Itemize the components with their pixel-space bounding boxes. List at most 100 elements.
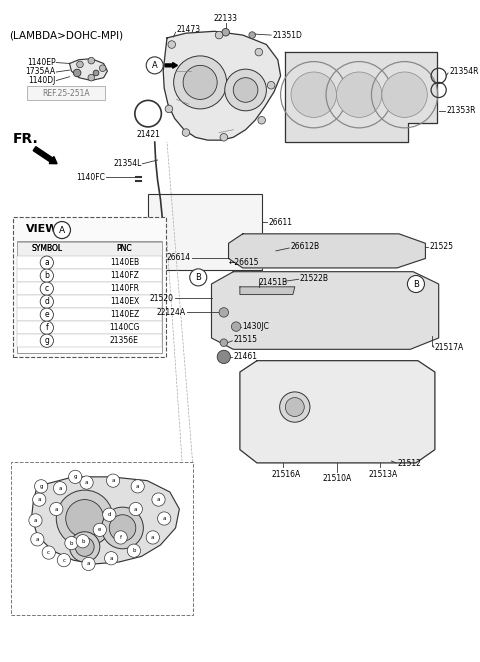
Circle shape xyxy=(174,56,227,109)
Text: 21525: 21525 xyxy=(429,242,453,251)
Circle shape xyxy=(131,480,144,493)
Circle shape xyxy=(75,538,94,556)
Text: g: g xyxy=(73,475,77,479)
Text: 1430JC: 1430JC xyxy=(242,322,269,331)
Text: 21515: 21515 xyxy=(233,336,257,344)
Text: a: a xyxy=(109,556,113,561)
Circle shape xyxy=(190,269,207,286)
Text: 1140EZ: 1140EZ xyxy=(110,310,139,319)
Text: a: a xyxy=(59,486,62,491)
Text: a: a xyxy=(151,535,155,540)
Text: FR.: FR. xyxy=(13,132,38,146)
Circle shape xyxy=(249,32,255,38)
Text: d: d xyxy=(44,297,49,307)
Bar xyxy=(16,295,162,308)
Circle shape xyxy=(76,535,89,548)
Circle shape xyxy=(231,322,241,331)
Text: a: a xyxy=(36,537,39,542)
Circle shape xyxy=(80,476,93,489)
Circle shape xyxy=(109,515,136,542)
Circle shape xyxy=(40,308,53,321)
Circle shape xyxy=(82,557,95,571)
Text: 21520: 21520 xyxy=(150,294,174,303)
Bar xyxy=(16,256,162,269)
Circle shape xyxy=(77,61,83,68)
Polygon shape xyxy=(163,31,281,140)
Circle shape xyxy=(40,295,53,308)
Circle shape xyxy=(35,480,48,493)
Circle shape xyxy=(73,69,81,77)
Circle shape xyxy=(408,275,424,293)
Text: a: a xyxy=(111,478,115,483)
Circle shape xyxy=(233,77,258,103)
Circle shape xyxy=(220,339,228,346)
Bar xyxy=(148,194,262,270)
Text: 21512: 21512 xyxy=(397,459,421,468)
Text: c: c xyxy=(45,284,49,293)
Text: 21356E: 21356E xyxy=(110,336,139,346)
Bar xyxy=(11,462,192,615)
Circle shape xyxy=(280,392,310,422)
Circle shape xyxy=(66,500,104,538)
Circle shape xyxy=(146,531,159,544)
Text: 21516A: 21516A xyxy=(271,469,300,479)
Text: c: c xyxy=(62,557,65,563)
Circle shape xyxy=(99,65,106,71)
Text: 21473: 21473 xyxy=(177,25,201,34)
Circle shape xyxy=(40,321,53,334)
Bar xyxy=(16,282,162,295)
Text: 21461: 21461 xyxy=(233,352,257,361)
Polygon shape xyxy=(285,52,437,142)
Text: a: a xyxy=(134,506,138,512)
Text: 21510A: 21510A xyxy=(323,474,352,483)
Circle shape xyxy=(291,72,336,117)
Text: (LAMBDA>DOHC-MPI): (LAMBDA>DOHC-MPI) xyxy=(9,30,123,40)
Text: c: c xyxy=(47,550,50,555)
Text: a: a xyxy=(157,497,160,502)
Text: 26612B: 26612B xyxy=(290,242,319,251)
Text: e: e xyxy=(45,310,49,319)
Circle shape xyxy=(70,532,100,562)
Circle shape xyxy=(56,490,113,547)
Bar xyxy=(16,321,162,334)
Text: b: b xyxy=(44,271,49,280)
Text: REF.25-251A: REF.25-251A xyxy=(42,89,90,98)
Text: 1140FR: 1140FR xyxy=(110,284,139,293)
Circle shape xyxy=(69,470,82,483)
Text: 22124A: 22124A xyxy=(157,308,186,317)
Text: a: a xyxy=(37,497,41,502)
Text: 1140EX: 1140EX xyxy=(110,297,139,307)
Text: a: a xyxy=(136,484,139,489)
Text: b: b xyxy=(132,548,136,553)
Circle shape xyxy=(40,282,53,295)
Text: a: a xyxy=(85,480,88,485)
Circle shape xyxy=(29,514,42,527)
Text: 21351D: 21351D xyxy=(272,30,302,40)
Text: A: A xyxy=(59,226,65,234)
Text: 1140EP: 1140EP xyxy=(27,58,55,67)
Circle shape xyxy=(255,48,263,56)
FancyArrow shape xyxy=(33,147,57,164)
Text: PNC: PNC xyxy=(117,244,132,254)
Circle shape xyxy=(65,536,78,549)
Text: VIEW: VIEW xyxy=(26,224,59,234)
Text: 21451B: 21451B xyxy=(259,278,288,287)
Polygon shape xyxy=(70,59,108,81)
Circle shape xyxy=(267,81,275,89)
Circle shape xyxy=(88,58,95,64)
Text: f: f xyxy=(46,323,48,332)
Text: 1140FC: 1140FC xyxy=(77,173,106,181)
Text: b: b xyxy=(81,539,84,544)
FancyArrow shape xyxy=(165,62,178,68)
Text: SYMBOL: SYMBOL xyxy=(31,244,62,254)
Circle shape xyxy=(88,74,95,81)
Text: 1735AA: 1735AA xyxy=(25,68,55,77)
Circle shape xyxy=(93,70,99,75)
Circle shape xyxy=(222,28,229,36)
Circle shape xyxy=(219,308,228,317)
Bar xyxy=(13,216,166,357)
Circle shape xyxy=(146,57,163,74)
Polygon shape xyxy=(228,234,425,268)
Circle shape xyxy=(258,117,265,124)
Circle shape xyxy=(168,41,176,48)
